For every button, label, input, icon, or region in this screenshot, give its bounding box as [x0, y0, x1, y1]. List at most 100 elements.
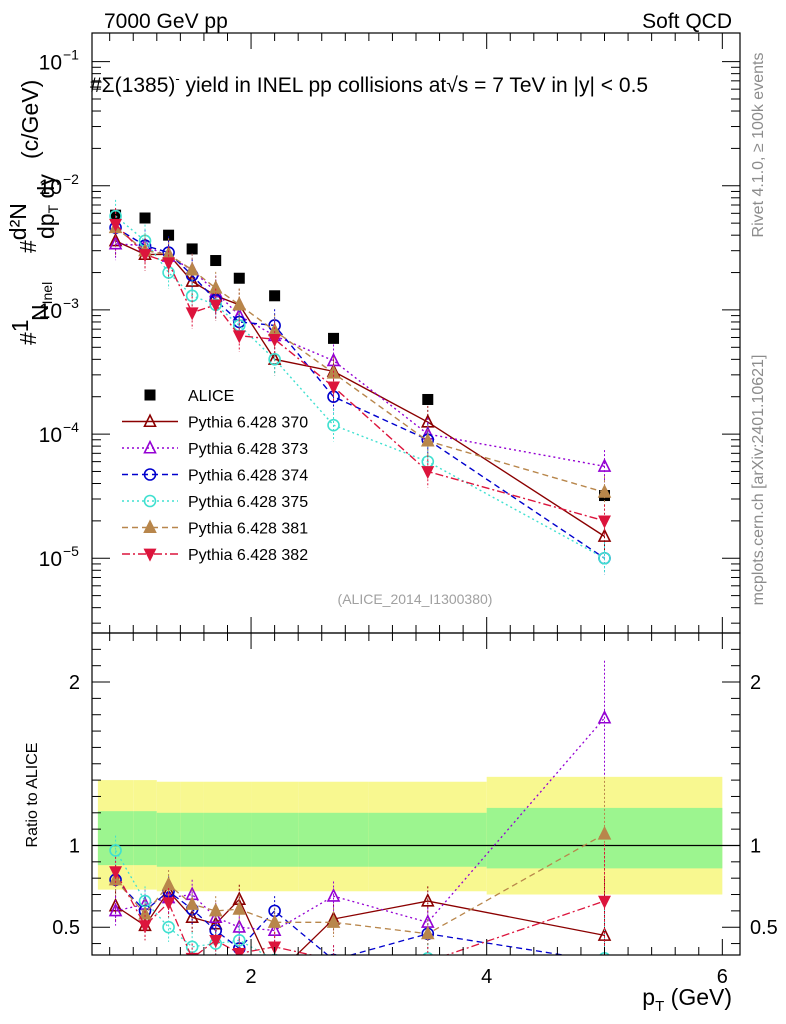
- ratio-data-point: [109, 844, 122, 857]
- y-tick-label: 10: [39, 176, 62, 199]
- inner-band-segment: [180, 812, 204, 867]
- ratio-data-point: [598, 895, 611, 909]
- ratio-data-point: [599, 956, 610, 967]
- data-point: [598, 551, 611, 565]
- data-point: [422, 393, 434, 405]
- svg-text:#1: #1: [7, 319, 41, 345]
- ratio-y-tick-label-right: 0.5: [750, 917, 778, 939]
- ratio-data-point: [185, 909, 199, 923]
- legend-label: Pythia 6.428 373: [188, 441, 308, 458]
- legend-marker: [144, 389, 156, 401]
- ratio-data-point: [327, 954, 340, 955]
- ratio-series-line: [115, 890, 605, 955]
- ratio-data-point: [420, 892, 435, 907]
- ratio-data-point: [109, 866, 123, 880]
- ratio-data-point: [326, 914, 341, 928]
- ratio-data-point: [209, 934, 223, 948]
- y-tick-exponent: −1: [63, 47, 79, 63]
- ratio-y-tick-label: 1: [69, 835, 80, 857]
- ratio-panel-series: [92, 660, 740, 982]
- data-point: [268, 353, 281, 366]
- main-plot-area: [108, 199, 612, 575]
- ratio-data-point: [269, 970, 280, 981]
- ylabel-hash: #: [15, 332, 41, 345]
- title-particle: #Σ(1385): [90, 74, 175, 97]
- x-tick-label: 4: [481, 966, 492, 988]
- ratio-data-point: [329, 953, 338, 955]
- data-point: [109, 218, 123, 232]
- ratio-series-4: [108, 776, 612, 949]
- data-point: [233, 272, 245, 284]
- data-point: [232, 315, 246, 329]
- inner-band-segment: [203, 812, 228, 867]
- ratio-series-5: [109, 843, 611, 968]
- data-point: [162, 257, 176, 271]
- data-point: [420, 432, 435, 447]
- data-point: [108, 235, 123, 250]
- legend-label: Pythia 6.428 374: [188, 468, 308, 485]
- main-panel-series: [108, 199, 612, 575]
- svg-text:dpT dy: dpT dy: [33, 174, 61, 239]
- legend-entry: Pythia 6.428 381: [122, 519, 308, 538]
- xlabel-t-sub: T: [655, 998, 664, 1015]
- ratio-uncertainty-bands: [97, 776, 723, 895]
- x-tick-label: 2: [245, 966, 256, 988]
- ratio-data-point: [328, 971, 339, 982]
- svg-text:#d²N: #d²N: [5, 203, 41, 253]
- series-line: [115, 243, 605, 468]
- ylabel-d2n: d²N: [5, 203, 31, 240]
- legend-label: Pythia 6.428 381: [188, 521, 308, 538]
- rivet-label: Rivet 4.1.0, ≥ 100k events: [750, 53, 767, 238]
- x-axis-label: pT (GeV): [642, 984, 732, 1015]
- analysis-watermark: (ALICE_2014_I1300380): [338, 591, 493, 607]
- series-line: [115, 227, 605, 559]
- ratio-series-line: [115, 850, 268, 955]
- ratio-plot-area: [92, 660, 740, 982]
- data-point: [185, 261, 199, 276]
- series-6: [109, 208, 611, 538]
- ratio-y-label: Ratio to ALICE: [24, 743, 41, 848]
- y-tick-label: 10: [39, 548, 62, 571]
- ratio-y-tick-label-right: 1: [750, 835, 761, 857]
- ylabel-t-sub: T: [45, 204, 61, 213]
- data-point: [210, 255, 222, 267]
- legend-marker: [143, 494, 157, 508]
- ratio-y-tick-label-right: 2: [750, 672, 761, 694]
- header-category: Soft QCD: [642, 10, 732, 33]
- legend: ALICE Pythia 6.428 370 Pythia 6.428 373 Pyt…: [122, 388, 308, 564]
- data-point: [327, 381, 340, 395]
- data-point: [185, 307, 199, 321]
- legend-label: Pythia 6.428 370: [188, 415, 308, 432]
- legend-label: Pythia 6.428 375: [188, 494, 308, 511]
- ylabel-dy: dy: [33, 174, 59, 205]
- ratio-data-point: [208, 902, 223, 917]
- legend-marker: [143, 413, 157, 428]
- legend-label: ALICE: [188, 388, 234, 405]
- ratio-data-point: [162, 920, 175, 934]
- data-point: [110, 209, 122, 221]
- data-point: [598, 515, 611, 529]
- svg-text:NInel: NInel: [27, 282, 55, 321]
- ylabel-hash2: #: [15, 240, 41, 253]
- title-energy-range: s = 7 TeV in |y| < 0.5: [458, 74, 648, 97]
- data-point: [328, 332, 340, 344]
- ylabel-n: N: [27, 304, 53, 321]
- ratio-data-point: [422, 957, 433, 968]
- ratio-y-tick-label: 0.5: [52, 917, 80, 939]
- inner-band-segment: [133, 811, 157, 866]
- ratio-data-point: [162, 897, 176, 911]
- ratio-data-point: [270, 953, 279, 955]
- data-point: [597, 484, 612, 498]
- data-point: [269, 290, 281, 302]
- inner-band-segment: [368, 812, 487, 867]
- main-frame: [91, 32, 741, 634]
- inner-band-segment: [156, 812, 181, 867]
- legend-entry: ALICE: [144, 388, 234, 405]
- ratio-data-point: [232, 901, 247, 915]
- ylabel-dpt: dp: [33, 213, 59, 239]
- series-0: [110, 209, 611, 502]
- data-point: [268, 333, 282, 347]
- legend-entry: Pythia 6.428 375: [122, 494, 308, 511]
- header-energy: 7000 GeV pp: [104, 10, 228, 33]
